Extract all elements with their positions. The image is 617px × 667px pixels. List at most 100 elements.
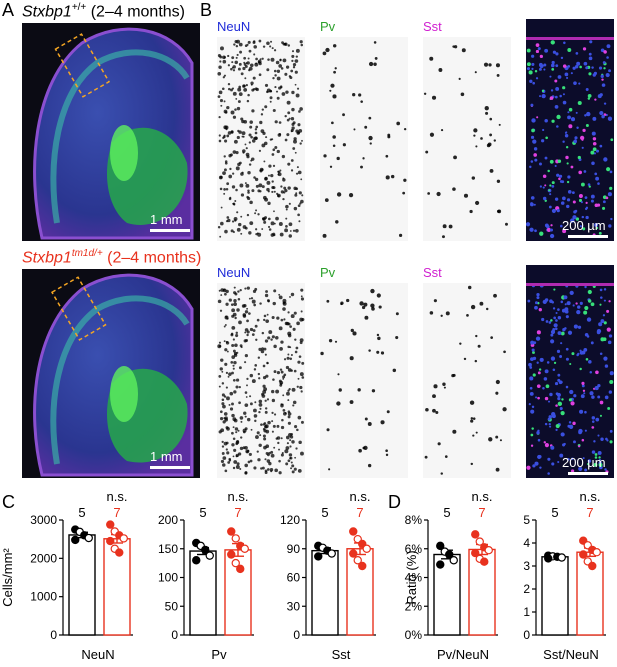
- y-tick-label: 60: [287, 571, 301, 585]
- data-point: [201, 545, 210, 555]
- data-point: [579, 550, 588, 559]
- x-axis-label: Pv: [211, 647, 227, 662]
- y-tick-label: 2000: [30, 551, 57, 565]
- micrograph-sst-wt: [423, 37, 511, 241]
- sample-size-label: 7: [586, 505, 593, 520]
- mutant-title: Stxbp1tm1d/+ (2–4 months): [22, 248, 201, 267]
- micrograph-pv-mutant: [320, 283, 408, 478]
- sample-size-label: 5: [551, 505, 558, 520]
- channel-label-neun: NeuN: [217, 265, 251, 280]
- data-point: [231, 558, 240, 568]
- bar: [311, 549, 339, 636]
- data-point: [231, 534, 240, 543]
- y-tick-label: 3000: [30, 513, 57, 527]
- data-point: [240, 544, 249, 553]
- data-point: [349, 527, 358, 536]
- scale-bar: [150, 229, 190, 232]
- y-tick-label: 200: [158, 513, 178, 527]
- scale-bar: [568, 235, 608, 238]
- sample-size-label: 7: [234, 505, 241, 520]
- scale-label: 1 mm: [150, 449, 183, 464]
- scale-bar: [568, 472, 608, 475]
- wt-title: Stxbp1+/+ (2–4 months): [22, 2, 185, 21]
- sample-size-label: 7: [356, 505, 363, 520]
- panel-letter-a: A: [2, 0, 15, 20]
- micrograph-merge-wt: [526, 19, 614, 241]
- data-point: [119, 534, 128, 543]
- wt-title-genotype: +/+: [71, 2, 87, 13]
- y-tick-label: 1000: [30, 590, 57, 604]
- bar: [68, 534, 96, 636]
- channel-label-neun: NeuN: [217, 19, 251, 34]
- sample-size-label: 5: [199, 505, 206, 520]
- data-point: [436, 560, 445, 569]
- data-point: [227, 550, 236, 559]
- y-tick-label: 4%: [405, 571, 423, 585]
- micrograph-neun-wt: [217, 37, 305, 241]
- wt-brain-section-image: 1 mm: [22, 23, 200, 241]
- panel-letter-d: D: [388, 492, 401, 512]
- data-point: [449, 556, 458, 565]
- mutant-title-age: (2–4 months): [102, 249, 202, 267]
- mutant-brain-section-image: 1 mm: [22, 269, 200, 478]
- y-tick-label: 6%: [405, 542, 423, 556]
- significance-label: n.s.: [580, 490, 601, 504]
- data-point: [236, 564, 245, 574]
- panel-letter-c: C: [2, 492, 15, 512]
- scale-label: 200 µm: [562, 455, 606, 470]
- sample-size-label: 7: [478, 505, 485, 520]
- y-tick-label: 3: [523, 559, 530, 573]
- data-point: [205, 551, 214, 560]
- sample-size-label: 5: [78, 505, 85, 520]
- data-point: [353, 556, 362, 565]
- micrograph-neun-mutant: [217, 283, 305, 478]
- data-point: [314, 552, 323, 561]
- scale-label: 1 mm: [150, 212, 183, 227]
- significance-label: n.s.: [472, 490, 493, 504]
- data-point: [362, 544, 371, 553]
- y-tick-label: 30: [287, 599, 301, 613]
- y-tick-label: 1: [523, 605, 530, 619]
- y-tick-label: 2%: [405, 599, 423, 613]
- y-tick-label: 50: [165, 599, 179, 613]
- y-tick-label: 100: [158, 571, 178, 585]
- sample-size-label: 5: [443, 505, 450, 520]
- micrograph-sst-mutant: [423, 283, 511, 478]
- sample-size-label: 7: [113, 505, 120, 520]
- data-point: [358, 561, 367, 571]
- data-point: [557, 553, 566, 562]
- x-axis-label: Sst: [332, 647, 351, 662]
- data-point: [84, 533, 93, 543]
- bar: [541, 556, 569, 636]
- x-axis-label: Pv/NeuN: [437, 647, 489, 662]
- y-tick-label: 8%: [405, 513, 423, 527]
- channel-label-pv: Pv: [320, 265, 336, 280]
- mutant-brain-illustration: [33, 273, 194, 477]
- wt-title-age: (2–4 months): [86, 3, 185, 21]
- panel-letter-b: B: [200, 0, 213, 20]
- mutant-title-gene: Stxbp1: [22, 249, 72, 267]
- significance-label: n.s.: [107, 490, 128, 504]
- wt-title-gene: Stxbp1: [22, 3, 72, 21]
- y-tick-label: 120: [280, 513, 300, 527]
- significance-label: n.s.: [350, 490, 371, 504]
- y-tick-label: 0: [523, 628, 530, 642]
- data-point: [484, 545, 493, 555]
- data-point: [480, 557, 489, 566]
- channel-label-sst: Sst: [423, 265, 442, 280]
- micrograph-merge-mutant: [526, 265, 614, 478]
- significance-label: n.s.: [228, 490, 249, 504]
- y-tick-label: 4: [523, 536, 530, 550]
- data-point: [327, 549, 336, 558]
- sample-size-label: 5: [321, 505, 328, 520]
- data-point: [71, 535, 80, 545]
- data-point: [588, 561, 597, 571]
- data-point: [544, 554, 553, 563]
- y-tick-label: 90: [287, 542, 301, 556]
- scale-bar: [150, 466, 190, 469]
- y-tick-label: 5: [523, 513, 530, 527]
- y-tick-label: 0: [293, 628, 300, 642]
- y-tick-label: 0: [171, 628, 178, 642]
- data-point: [227, 527, 236, 536]
